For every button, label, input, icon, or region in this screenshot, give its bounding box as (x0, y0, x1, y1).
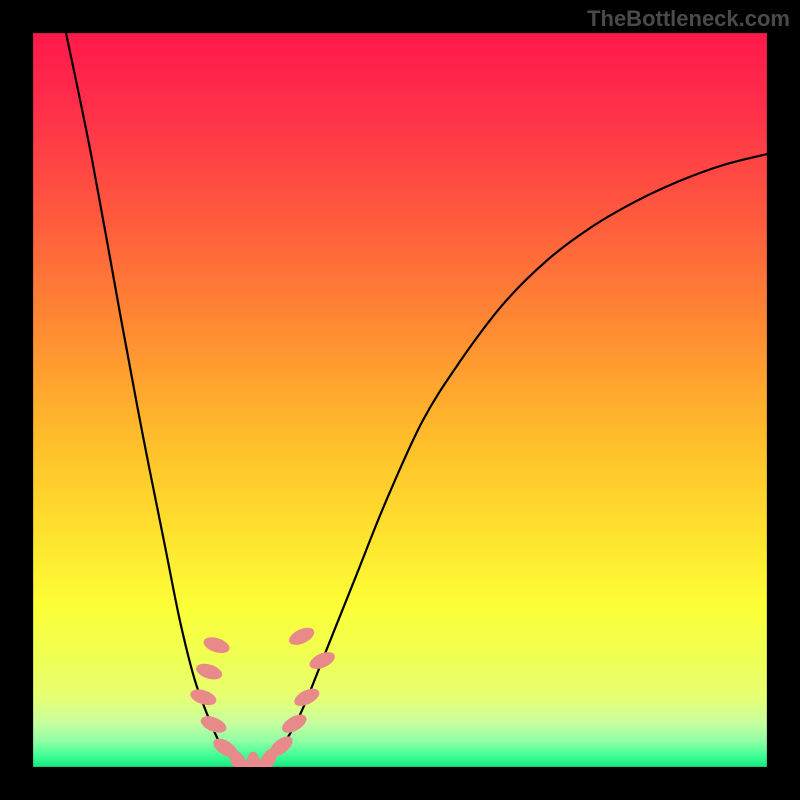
chart-background-gradient (0, 0, 800, 800)
watermark-text: TheBottleneck.com (587, 6, 790, 32)
